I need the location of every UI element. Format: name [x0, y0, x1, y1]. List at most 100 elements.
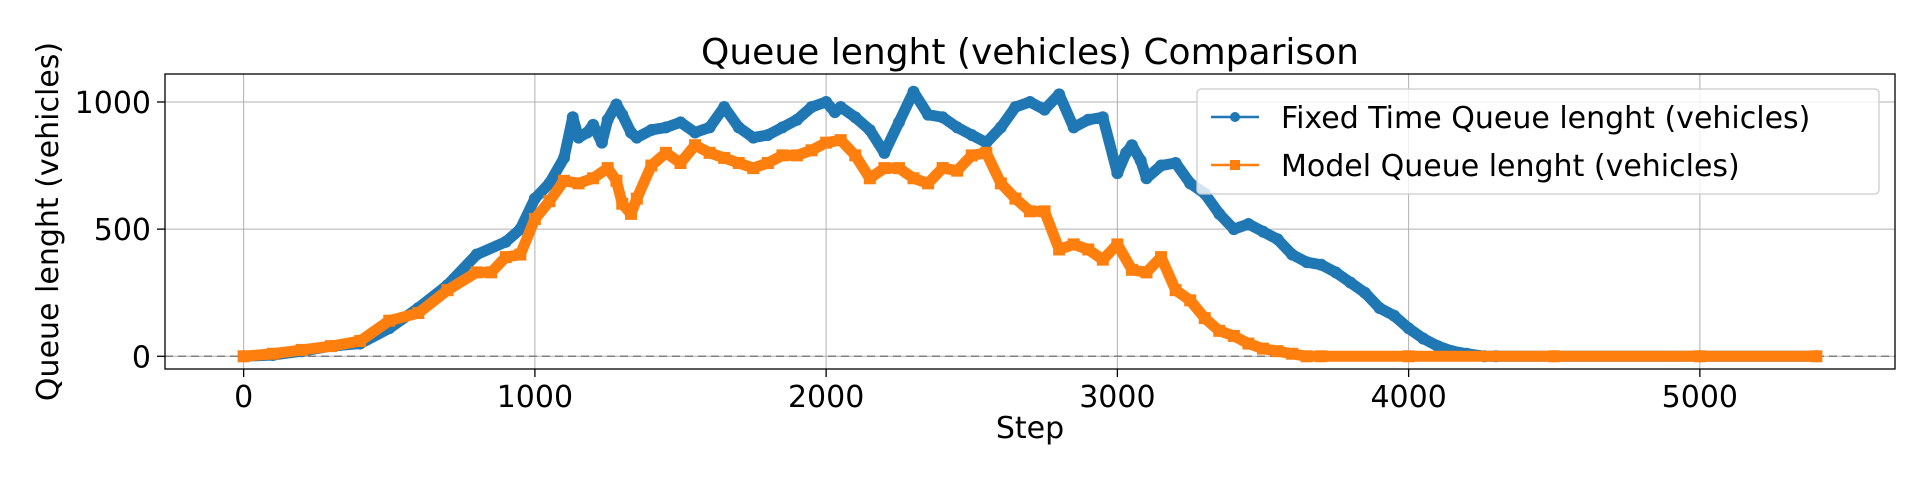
data-point-fixed-time — [595, 136, 608, 149]
data-point-fixed-time — [645, 123, 658, 136]
x-tick-label: 5000 — [1662, 380, 1738, 415]
data-point-fixed-time — [1213, 207, 1226, 220]
data-point-fixed-time — [566, 111, 579, 124]
data-point-fixed-time — [1271, 233, 1284, 246]
data-point-model — [1038, 205, 1051, 218]
data-point-fixed-time — [1184, 177, 1197, 190]
data-point-fixed-time — [674, 116, 687, 129]
axis-ticks: 0 1000 2000 3000 4000 5000 0 500 1000 — [75, 86, 1738, 415]
data-point-fixed-time — [747, 131, 760, 144]
data-point-fixed-time — [1344, 276, 1357, 289]
x-tick-label: 4000 — [1370, 380, 1446, 415]
data-point-model — [863, 172, 876, 185]
data-point-fixed-time — [1169, 157, 1182, 170]
data-point-model — [776, 149, 789, 162]
x-tick-label: 1000 — [497, 380, 573, 415]
data-point-model — [936, 162, 949, 175]
data-point-fixed-time — [1329, 266, 1342, 279]
data-point-fixed-time — [849, 111, 862, 124]
data-point-fixed-time — [1417, 332, 1430, 345]
data-point-fixed-time — [1024, 95, 1036, 108]
data-point-model — [354, 335, 367, 348]
data-point-model — [1096, 253, 1109, 266]
data-point-model — [485, 266, 498, 279]
data-point-fixed-time — [659, 121, 672, 134]
data-point-model — [689, 139, 702, 152]
data-point-model — [499, 251, 512, 264]
data-point-fixed-time — [791, 113, 804, 126]
data-point-fixed-time — [732, 121, 745, 134]
data-point-fixed-time — [761, 129, 774, 142]
data-point-model — [849, 149, 862, 162]
data-point-fixed-time — [1125, 139, 1138, 152]
data-point-fixed-time — [994, 121, 1007, 134]
data-point-fixed-time — [936, 111, 949, 124]
data-point-model — [718, 151, 731, 164]
data-point-model — [1009, 192, 1022, 205]
data-point-fixed-time — [1082, 113, 1095, 126]
data-point-fixed-time — [1300, 256, 1313, 269]
data-point-fixed-time — [1373, 301, 1386, 314]
data-point-fixed-time — [805, 101, 818, 114]
data-point-model — [1125, 263, 1138, 276]
data-point-fixed-time — [1155, 159, 1168, 172]
data-point-model — [624, 207, 637, 220]
data-point-model — [1024, 205, 1036, 218]
x-axis-label: Step — [996, 411, 1064, 446]
data-point-fixed-time — [703, 121, 716, 134]
data-point-fixed-time — [1315, 258, 1328, 271]
data-point-fixed-time — [470, 248, 483, 261]
legend: Fixed Time Queue lenght (vehicles) Model… — [1196, 88, 1880, 195]
data-point-model — [543, 195, 556, 208]
y-axis-label: Queue lenght (vehicles) — [31, 42, 66, 401]
plot-frame — [164, 73, 1896, 370]
data-point-model — [266, 347, 279, 360]
legend-marker-model — [1230, 160, 1240, 170]
y-tick-label: 0 — [132, 340, 151, 375]
legend-label-fixed-time: Fixed Time Queue lenght (vehicles) — [1281, 101, 1810, 136]
data-point-model — [820, 136, 833, 149]
data-point-model — [616, 197, 629, 210]
data-point-model — [528, 212, 541, 225]
data-point-model — [1548, 350, 1561, 363]
data-point-model — [610, 174, 623, 187]
data-point-fixed-time — [1402, 322, 1415, 335]
data-point-model — [601, 162, 614, 175]
data-point-fixed-time — [907, 85, 920, 98]
data-point-model — [1300, 350, 1313, 363]
data-point-model — [1286, 347, 1299, 360]
data-point-fixed-time — [543, 177, 556, 190]
data-point-model — [558, 174, 571, 187]
data-point-model — [703, 146, 716, 159]
data-point-model — [674, 157, 687, 170]
data-point-model — [980, 146, 993, 159]
data-point-fixed-time — [587, 118, 600, 131]
x-tick-label: 0 — [234, 380, 253, 415]
data-point-model — [645, 159, 658, 172]
data-point-model — [834, 134, 847, 147]
data-point-fixed-time — [1096, 111, 1109, 124]
data-point-model — [791, 149, 804, 162]
data-point-fixed-time — [1227, 223, 1240, 236]
data-point-fixed-time — [630, 131, 643, 144]
data-point-model — [747, 162, 760, 175]
data-point-fixed-time — [528, 192, 541, 205]
data-point-model — [907, 172, 920, 185]
data-point-fixed-time — [1038, 103, 1051, 116]
data-point-model — [1693, 350, 1706, 363]
data-point-model — [325, 340, 338, 353]
data-point-model — [965, 149, 978, 162]
data-point-fixed-time — [558, 151, 571, 164]
data-point-model — [951, 164, 964, 177]
data-point-model — [630, 192, 643, 205]
data-point-model — [805, 144, 818, 157]
data-point-fixed-time — [1009, 101, 1022, 114]
data-point-fixed-time — [1256, 225, 1269, 238]
data-point-fixed-time — [499, 235, 512, 248]
data-point-model — [1140, 266, 1153, 279]
data-point-fixed-time — [834, 101, 847, 114]
data-point-fixed-time — [892, 116, 905, 129]
data-point-model — [1082, 243, 1095, 256]
data-point-model — [1402, 350, 1415, 363]
data-point-fixed-time — [1067, 121, 1080, 134]
